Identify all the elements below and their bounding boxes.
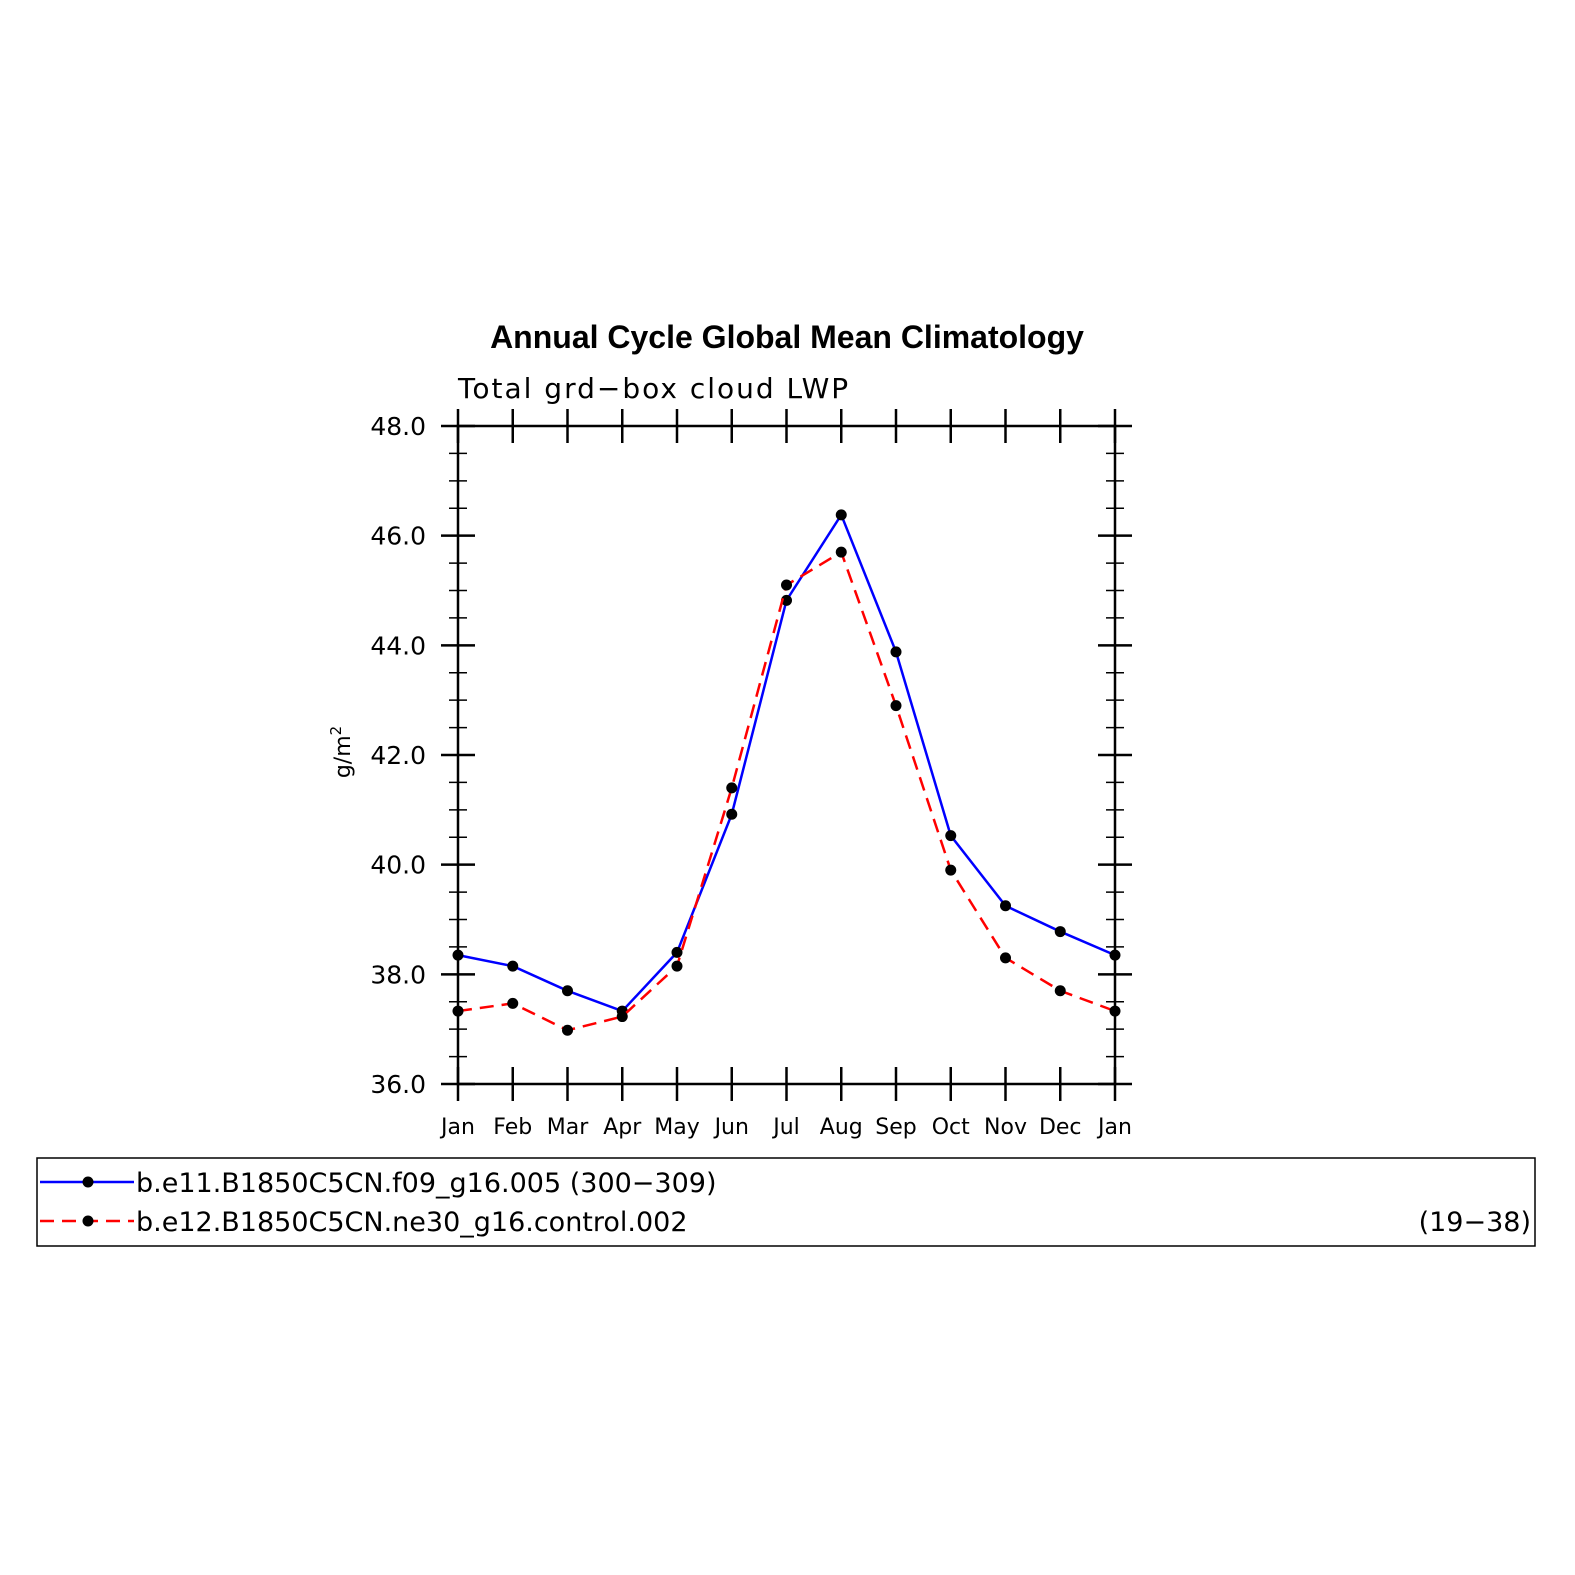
y-axis-label-superscript: 2: [327, 726, 345, 736]
x-tick-label: Jun: [713, 1115, 749, 1140]
y-tick-label: 48.0: [370, 412, 426, 441]
y-tick-label: 44.0: [370, 631, 426, 660]
series-2-point: [1000, 952, 1011, 964]
x-tick-label: May: [654, 1115, 699, 1140]
y-tick-label: 36.0: [370, 1070, 426, 1099]
x-tick-label: Mar: [547, 1115, 589, 1140]
y-tick-label: 46.0: [370, 522, 426, 551]
legend: b.e11.B1850C5CN.f09_g16.005 (300−309) b.e…: [36, 1157, 1536, 1247]
series-1-point: [1000, 900, 1011, 912]
x-tick-label: Jan: [1096, 1115, 1132, 1140]
y-tick-label: 38.0: [370, 960, 426, 989]
series-1-point: [890, 646, 902, 658]
legend-box: [36, 1157, 1536, 1247]
x-tick-label: Sep: [875, 1115, 916, 1140]
chart-title: Annual Cycle Global Mean Climatology: [490, 319, 1084, 355]
legend-marker-2: [82, 1215, 94, 1227]
series-2-point: [507, 997, 519, 1009]
series-2-point: [781, 579, 792, 591]
x-tick-label: Jan: [439, 1115, 475, 1140]
series-line-2: [457, 550, 1116, 1032]
series-2-point: [945, 864, 957, 876]
series-2-point: [835, 546, 847, 558]
y-tick-label: 40.0: [370, 851, 426, 880]
series-2-point: [1054, 985, 1066, 997]
x-tick-label: Apr: [603, 1115, 642, 1140]
x-tick-label: Dec: [1039, 1115, 1082, 1140]
axes: 36.0 38.0 40.0 42.0 44.0 46.0 48.0 Jan Feb Mar Apr…: [370, 409, 1132, 1140]
series-2-point: [562, 1024, 573, 1036]
series-2-point: [890, 700, 902, 712]
series-2-point: [452, 1005, 464, 1017]
series-1-point: [1054, 926, 1066, 938]
series-2-point: [726, 782, 738, 794]
series-1-point: [671, 946, 683, 958]
y-axis-label: g/m2: [327, 726, 356, 778]
legend-years-2: (19−38): [1419, 1207, 1531, 1238]
y-axis-label-unit: g/m: [331, 735, 356, 778]
legend-label-2: b.e12.B1850C5CN.ne30_g16.control.002: [136, 1207, 688, 1238]
y-tick-label: 42.0: [370, 741, 426, 770]
series-1-point: [781, 594, 792, 606]
series-2-point: [1109, 1005, 1121, 1017]
series-1-point: [452, 949, 464, 961]
x-tick-label: Nov: [984, 1115, 1027, 1140]
x-tick-label: Oct: [932, 1115, 970, 1140]
series-1-point: [1109, 949, 1121, 961]
series-group: [452, 509, 1121, 1036]
series-1-point: [835, 509, 847, 521]
y-axis-label-text: g/m2: [327, 726, 356, 778]
x-tick-label: Jul: [771, 1115, 800, 1140]
chart-subtitle: Total grd−box cloud LWP: [457, 372, 850, 405]
series-2-point: [671, 960, 683, 972]
series-1-point: [562, 985, 573, 997]
series-1-point: [507, 960, 519, 972]
x-tick-label: Feb: [493, 1115, 532, 1140]
series-1-point: [726, 808, 738, 820]
series-2-point: [616, 1011, 628, 1023]
x-tick-label: Aug: [820, 1115, 863, 1140]
legend-marker-1: [82, 1176, 94, 1188]
legend-label-1: b.e11.B1850C5CN.f09_g16.005 (300−309): [136, 1168, 717, 1199]
series-1-point: [945, 830, 957, 842]
